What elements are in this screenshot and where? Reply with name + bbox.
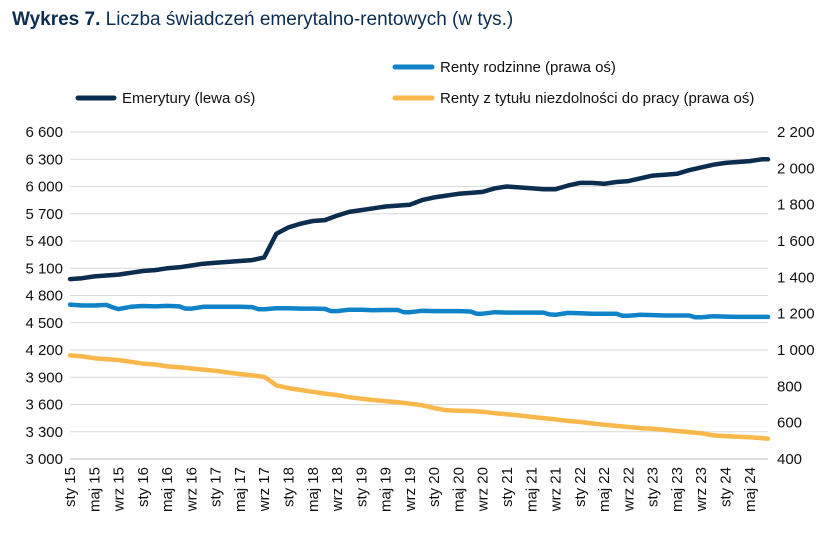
left-axis-tick-label: 3 300 (25, 424, 63, 441)
left-axis-tick-label: 5 100 (25, 260, 63, 277)
legend-label-emerytury: Emerytury (lewa oś) (122, 90, 255, 107)
x-axis-tick-label: maj 21 (523, 467, 540, 512)
chart-title: Wykres 7. Liczba świadczeń emerytalno-re… (12, 9, 513, 31)
right-axis-tick-label: 1 400 (777, 269, 815, 286)
x-axis-tick-label: maj 23 (669, 467, 686, 512)
left-axis-tick-label: 4 200 (25, 342, 63, 359)
x-axis-tick-label: wrz 20 (475, 467, 492, 512)
x-axis-tick-label: sty 23 (645, 467, 662, 507)
left-axis-tick-label: 5 400 (25, 233, 63, 250)
right-axis-tick-label: 1 800 (777, 197, 815, 214)
chart-title-lead: Wykres 7. (12, 9, 101, 30)
gridlines (70, 131, 768, 460)
right-axis-tick-label: 1 600 (777, 233, 815, 250)
right-axis-tick-label: 800 (777, 378, 802, 395)
left-axis-tick-label: 3 900 (25, 369, 63, 386)
series-line-renty-rodzinne (67, 302, 771, 320)
x-axis-tick-label: maj 15 (86, 467, 103, 512)
x-axis-tick-label: wrz 22 (620, 467, 637, 512)
right-axis-tick-label: 1 200 (777, 306, 815, 323)
x-axis-tick-label: maj 18 (305, 467, 322, 512)
left-axis: 3 000 3 300 3 600 3 900 4 200 4 500 4 800 5 100… (25, 124, 63, 468)
x-axis-tick-label: maj 16 (159, 467, 176, 512)
left-axis-tick-label: 4 500 (25, 315, 63, 332)
series-line-renty-niezdolnosci (67, 353, 771, 441)
x-axis-tick-label: wrz 23 (693, 467, 710, 512)
x-axis-tick-label: sty 16 (135, 467, 152, 507)
left-axis-tick-label: 6 300 (25, 151, 63, 168)
x-axis-tick-label: sty 20 (426, 467, 443, 507)
x-axis-tick-label: sty 22 (572, 467, 589, 507)
left-axis-tick-label: 6 600 (25, 124, 63, 141)
x-axis-tick-label: maj 17 (232, 467, 249, 512)
left-axis-tick-label: 3 000 (25, 451, 63, 468)
series (67, 157, 771, 441)
x-axis-tick-label: wrz 15 (111, 467, 128, 512)
x-axis-tick-label: wrz 16 (183, 467, 200, 512)
right-axis-tick-label: 1 000 (777, 342, 815, 359)
legend-label-renty-niezdolnosci: Renty z tytułu niezdolności do pracy (pr… (440, 90, 754, 107)
series-line-emerytury (67, 157, 771, 282)
left-axis-tick-label: 5 700 (25, 206, 63, 223)
right-axis: 400 600 800 1 000 1 200 1 400 1 600 1 800 2 000 2… (777, 124, 815, 468)
x-axis-tick-label: maj 22 (596, 467, 613, 512)
left-axis-tick-label: 4 800 (25, 288, 63, 305)
left-axis-tick-label: 6 000 (25, 179, 63, 196)
x-axis-tick-label: wrz 17 (256, 467, 273, 512)
x-axis-tick-label: sty 24 (718, 467, 735, 507)
legend: Renty rodzinne (prawa oś) Emerytury (lew… (75, 59, 754, 107)
right-axis-tick-label: 400 (777, 451, 802, 468)
x-axis-tick-label: maj 19 (378, 467, 395, 512)
right-axis-tick-label: 2 000 (777, 160, 815, 177)
right-axis-tick-label: 2 200 (777, 124, 815, 141)
x-axis-tick-label: sty 19 (353, 467, 370, 507)
right-axis-tick-label: 600 (777, 415, 802, 432)
x-axis-tick-label: maj 24 (742, 467, 759, 512)
left-axis-tick-label: 3 600 (25, 397, 63, 414)
x-axis-tick-label: sty 21 (499, 467, 516, 507)
x-axis-tick-label: maj 20 (450, 467, 467, 512)
x-axis-tick-label: wrz 19 (402, 467, 419, 512)
x-axis-tick-label: wrz 21 (548, 467, 565, 512)
x-axis-tick-label: sty 18 (281, 467, 298, 507)
legend-label-renty-rodzinne: Renty rodzinne (prawa oś) (440, 59, 616, 76)
chart-title-text: Liczba świadczeń emerytalno-rentowych (w… (105, 9, 514, 30)
x-axis: sty 15 maj 15 wrz 15 sty 16 maj 16 wrz 16 sty … (62, 467, 759, 512)
x-axis-tick-label: wrz 18 (329, 467, 346, 512)
x-axis-tick-label: sty 17 (208, 467, 225, 507)
x-axis-tick-label: sty 15 (62, 467, 79, 507)
